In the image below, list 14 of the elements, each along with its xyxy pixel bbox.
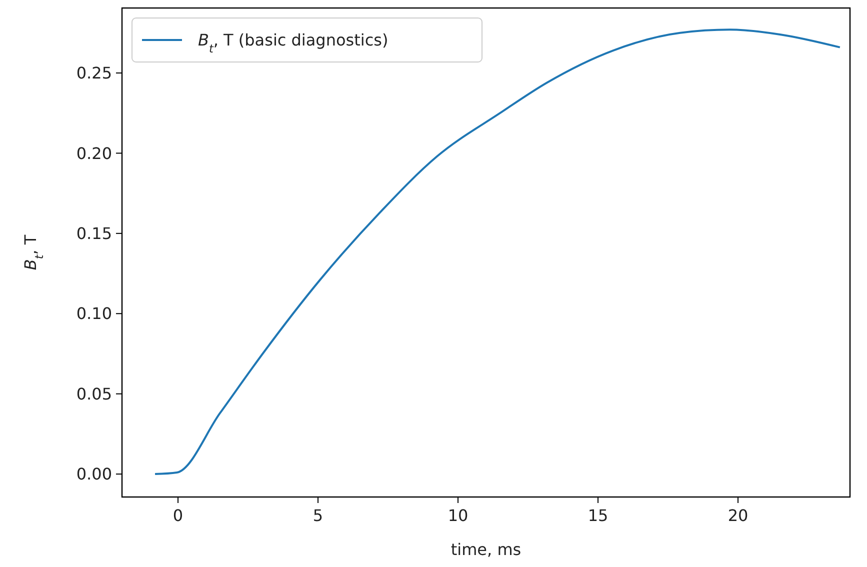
y-tick-label: 0.05 [76,384,112,404]
legend-label: B$_{t}$, T (basic diagnostics) [198,30,388,56]
y-tick-label: 0.25 [76,64,112,83]
x-tick-label: 20 [728,506,748,525]
y-tick-label: 0.20 [76,144,112,163]
y-tick-label: 0.10 [76,304,112,324]
x-axis-title: time, ms [450,540,522,559]
x-tick-label: 5 [312,506,324,525]
line-series [154,28,841,476]
x-tick-label: 0 [172,506,184,525]
x-tick-label: 10 [448,506,468,525]
y-tick-label: 0.00 [76,464,112,484]
y-tick-label: 0.15 [76,224,112,244]
x-tick-label: 15 [588,506,608,525]
